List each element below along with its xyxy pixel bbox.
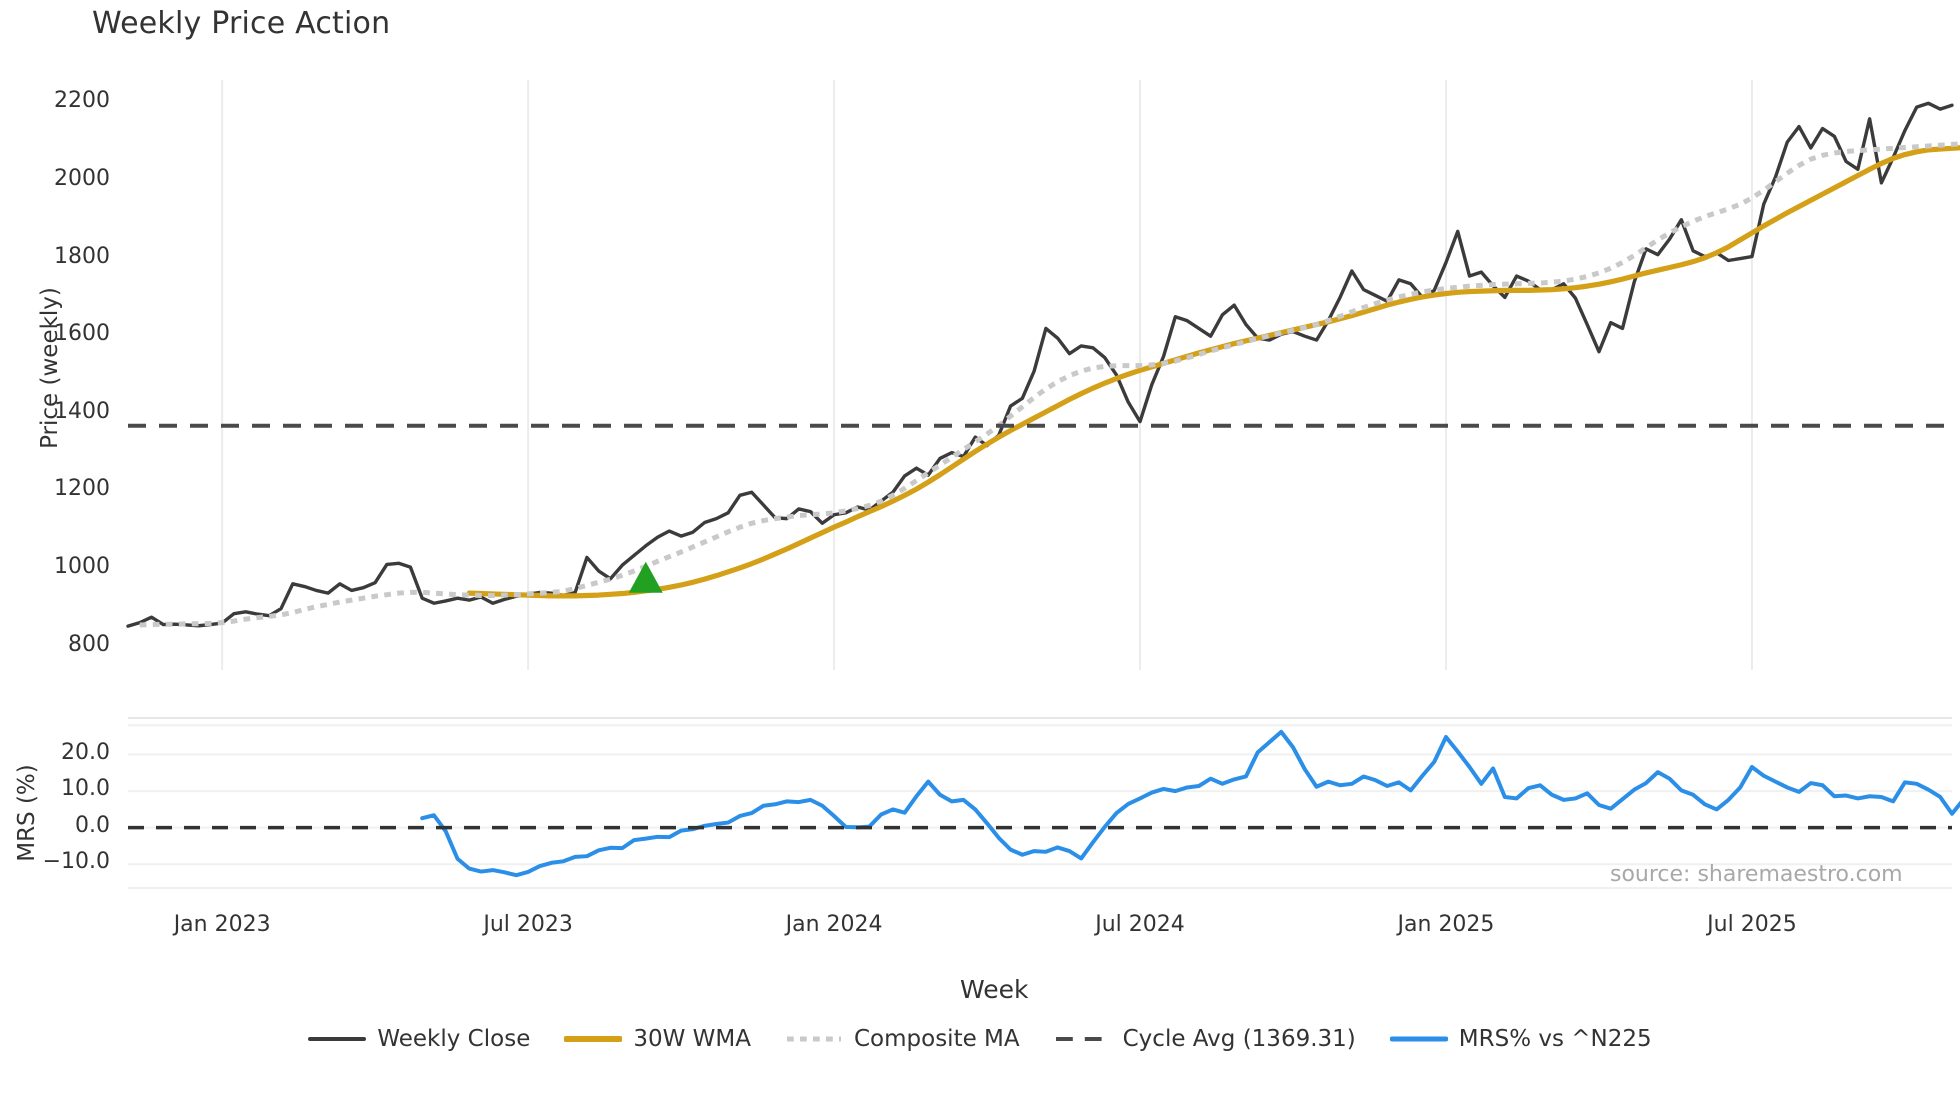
- legend-item[interactable]: Composite MA: [785, 1026, 1020, 1052]
- legend-item[interactable]: 30W WMA: [564, 1026, 751, 1052]
- x-tick-label: Jan 2025: [1397, 912, 1495, 937]
- series-line-30w-wma: [466, 145, 1960, 599]
- chart-title: Weekly Price Action: [92, 6, 391, 41]
- source-watermark: source: sharemaestro.com: [1610, 862, 1903, 887]
- price-y-tick-label: 800: [68, 631, 110, 657]
- price-y-tick-label: 1800: [54, 243, 110, 269]
- mrs-y-tick-label: 0.0: [75, 812, 110, 838]
- x-tick-label: Jan 2024: [785, 912, 883, 937]
- series-line-composite-ma: [139, 141, 1960, 628]
- legend-item-label: Cycle Avg (1369.31): [1122, 1026, 1356, 1052]
- price-y-tick-label: 1000: [54, 554, 110, 580]
- legend-item-label: Weekly Close: [377, 1026, 531, 1052]
- legend-item[interactable]: MRS% vs ^N225: [1389, 1026, 1652, 1052]
- legend-item-label: MRS% vs ^N225: [1458, 1026, 1652, 1052]
- series-line-mrs-vs-n225: [420, 729, 1960, 878]
- chart-legend: Weekly Close 30W WMA Composite MA Cycle Avg…: [0, 1026, 1960, 1052]
- mrs-y-tick-label: 10.0: [61, 776, 110, 802]
- x-tick-label: Jul 2024: [1095, 912, 1185, 937]
- legend-item[interactable]: Weekly Close: [308, 1026, 530, 1052]
- legend-item-label: Composite MA: [853, 1026, 1020, 1052]
- x-tick-label: Jul 2023: [483, 912, 573, 937]
- x-axis-label: Week: [960, 975, 1029, 1004]
- price-y-axis-label: Price (weekly): [37, 287, 63, 449]
- mrs-y-tick-label: 20.0: [61, 739, 110, 765]
- mrs-y-tick-label: −10.0: [42, 849, 110, 875]
- legend-item[interactable]: Cycle Avg (1369.31): [1054, 1026, 1356, 1052]
- price-y-tick-label: 2000: [54, 165, 110, 191]
- x-tick-label: Jan 2023: [173, 912, 271, 937]
- legend-swatch-line: [786, 1036, 841, 1042]
- legend-swatch-line: [1389, 1036, 1448, 1042]
- price-y-tick-label: 2200: [54, 88, 110, 114]
- x-tick-label: Jul 2025: [1707, 912, 1797, 937]
- legend-swatch-line: [308, 1037, 367, 1041]
- legend-item-label: 30W WMA: [633, 1026, 751, 1052]
- price-y-tick-label: 1200: [54, 476, 110, 502]
- legend-swatch-line: [1055, 1037, 1110, 1041]
- signal-marker-triangle-up: [628, 561, 663, 593]
- series-line-weekly-close: [126, 101, 1954, 628]
- legend-swatch-line: [564, 1036, 623, 1042]
- price-y-tick-label: 1400: [54, 398, 110, 424]
- price-y-tick-label: 1600: [54, 321, 110, 347]
